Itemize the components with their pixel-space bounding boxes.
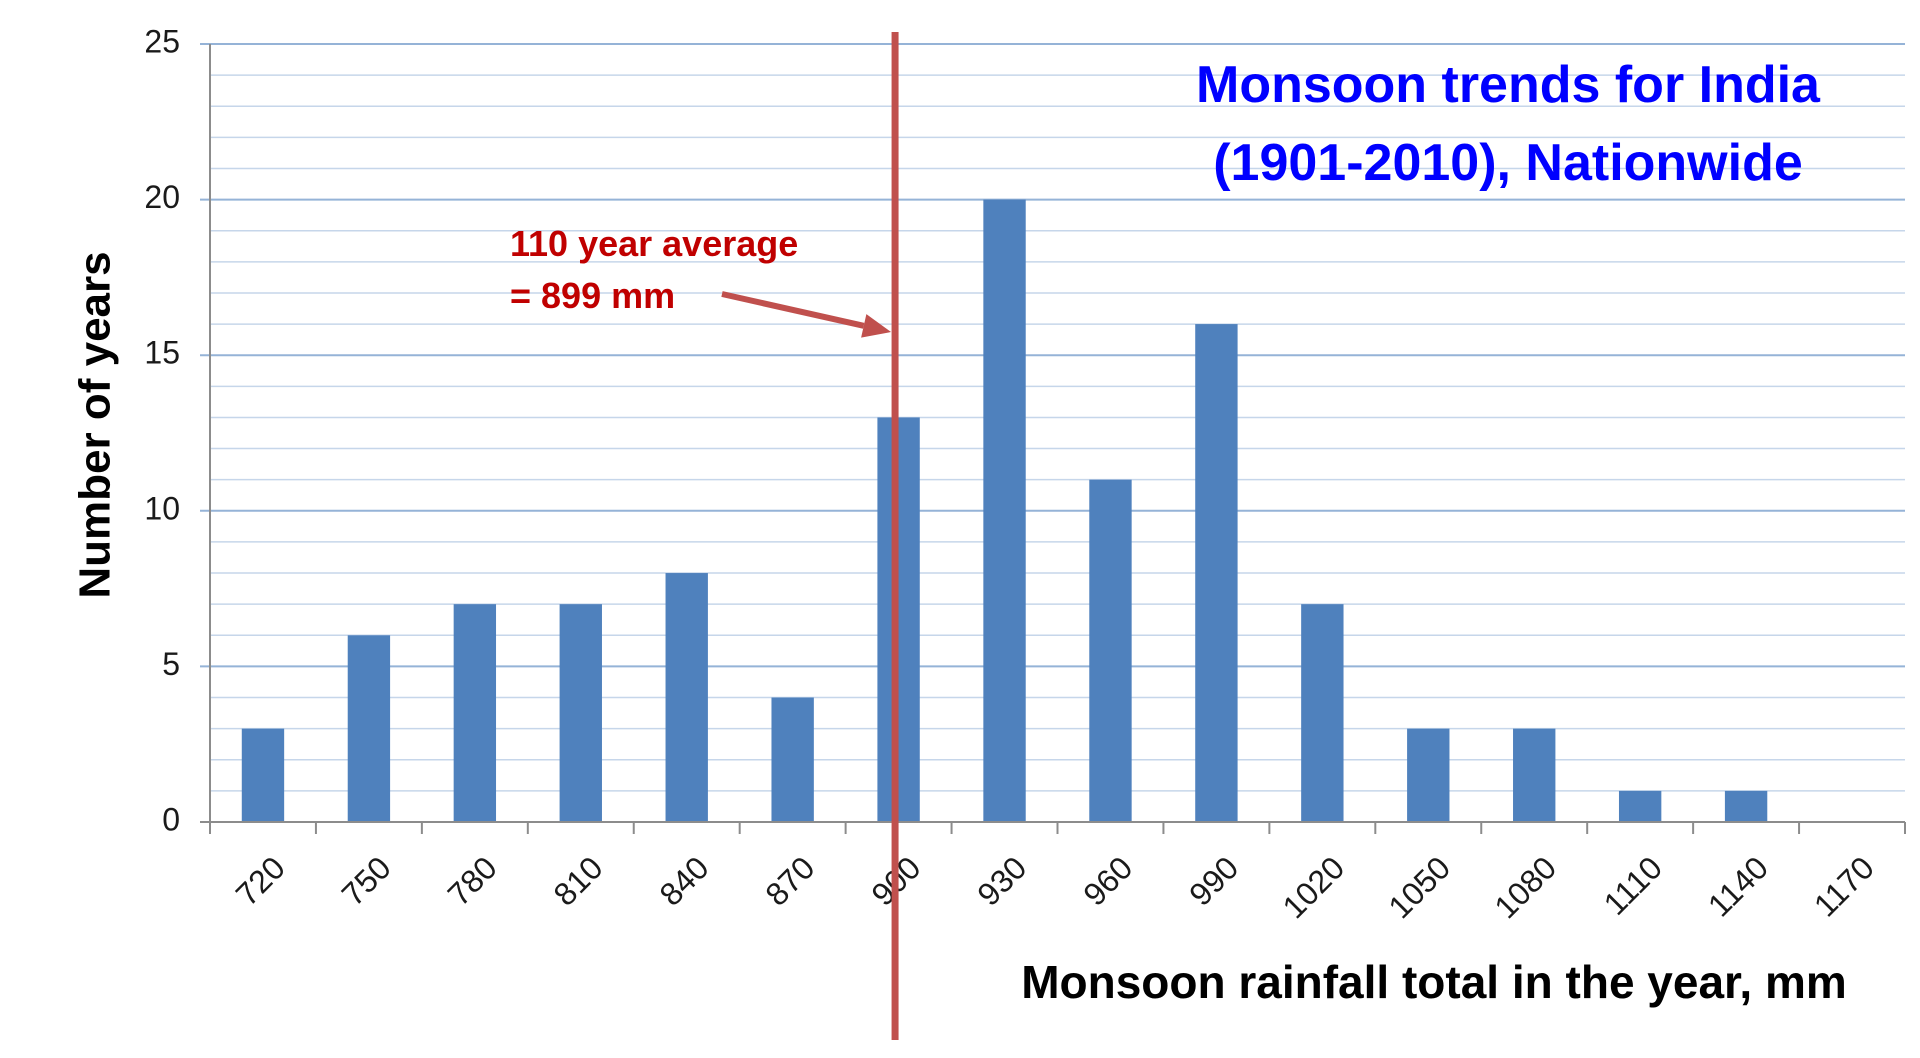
x-tick-labels: 7207507808108408709009309609901020105010… (229, 849, 1881, 925)
y-tick-label: 15 (144, 335, 180, 371)
x-tick-label-720: 720 (229, 849, 292, 912)
average-label-line-2: = 899 mm (510, 275, 675, 316)
bar-840 (665, 573, 708, 822)
y-tick-label: 5 (162, 646, 180, 682)
bars (241, 199, 1768, 823)
bar-750 (347, 635, 391, 822)
bar-780 (453, 604, 497, 822)
bar-810 (559, 604, 602, 822)
x-tick-label-1050: 1050 (1381, 849, 1457, 925)
y-tick-labels: 0 5 10 15 20 25 (144, 23, 180, 837)
x-tick-label-750: 750 (335, 849, 398, 912)
x-tick-label-930: 930 (970, 849, 1033, 912)
bar-1140 (1724, 790, 1768, 822)
x-tick-label-960: 960 (1076, 849, 1139, 912)
y-tick-label: 25 (144, 23, 180, 59)
x-tick-marks (209, 822, 1906, 834)
x-tick-label-1140: 1140 (1701, 849, 1775, 923)
chart-title-line-1: Monsoon trends for India (1196, 56, 1821, 114)
bar-990 (1195, 324, 1238, 822)
bar-960 (1089, 479, 1132, 822)
bar-1080 (1513, 728, 1556, 822)
y-axis-label: Number of years (71, 251, 120, 598)
x-tick-label-1110: 1110 (1597, 849, 1669, 921)
y-tick-label: 10 (144, 490, 180, 526)
x-tick-label-990: 990 (1182, 849, 1245, 912)
average-label-line-1: 110 year average (510, 223, 798, 264)
x-tick-label-810: 810 (546, 849, 609, 912)
x-tick-label-1020: 1020 (1275, 849, 1351, 925)
x-tick-label-840: 840 (652, 849, 715, 912)
x-tick-label-1170: 1170 (1807, 849, 1881, 923)
bar-930 (983, 199, 1026, 823)
bar-870 (771, 697, 814, 822)
average-marker: 110 year average = 899 mm (510, 32, 899, 1040)
x-tick-label-780: 780 (441, 849, 504, 912)
chart-title-line-2: (1901-2010), Nationwide (1213, 134, 1803, 192)
y-tick-label: 20 (144, 179, 180, 215)
x-tick-label-1080: 1080 (1487, 849, 1563, 925)
bar-720 (241, 728, 285, 822)
average-arrow-head (861, 314, 892, 338)
bar-1020 (1301, 604, 1344, 822)
x-axis-label: Monsoon rainfall total in the year, mm (1021, 956, 1847, 1008)
bar-900 (877, 417, 920, 822)
y-tick-label: 0 (162, 801, 180, 837)
bar-1050 (1407, 728, 1450, 822)
average-arrow-shaft (721, 291, 865, 329)
bar-1110 (1618, 790, 1662, 822)
x-tick-label-870: 870 (758, 849, 821, 912)
